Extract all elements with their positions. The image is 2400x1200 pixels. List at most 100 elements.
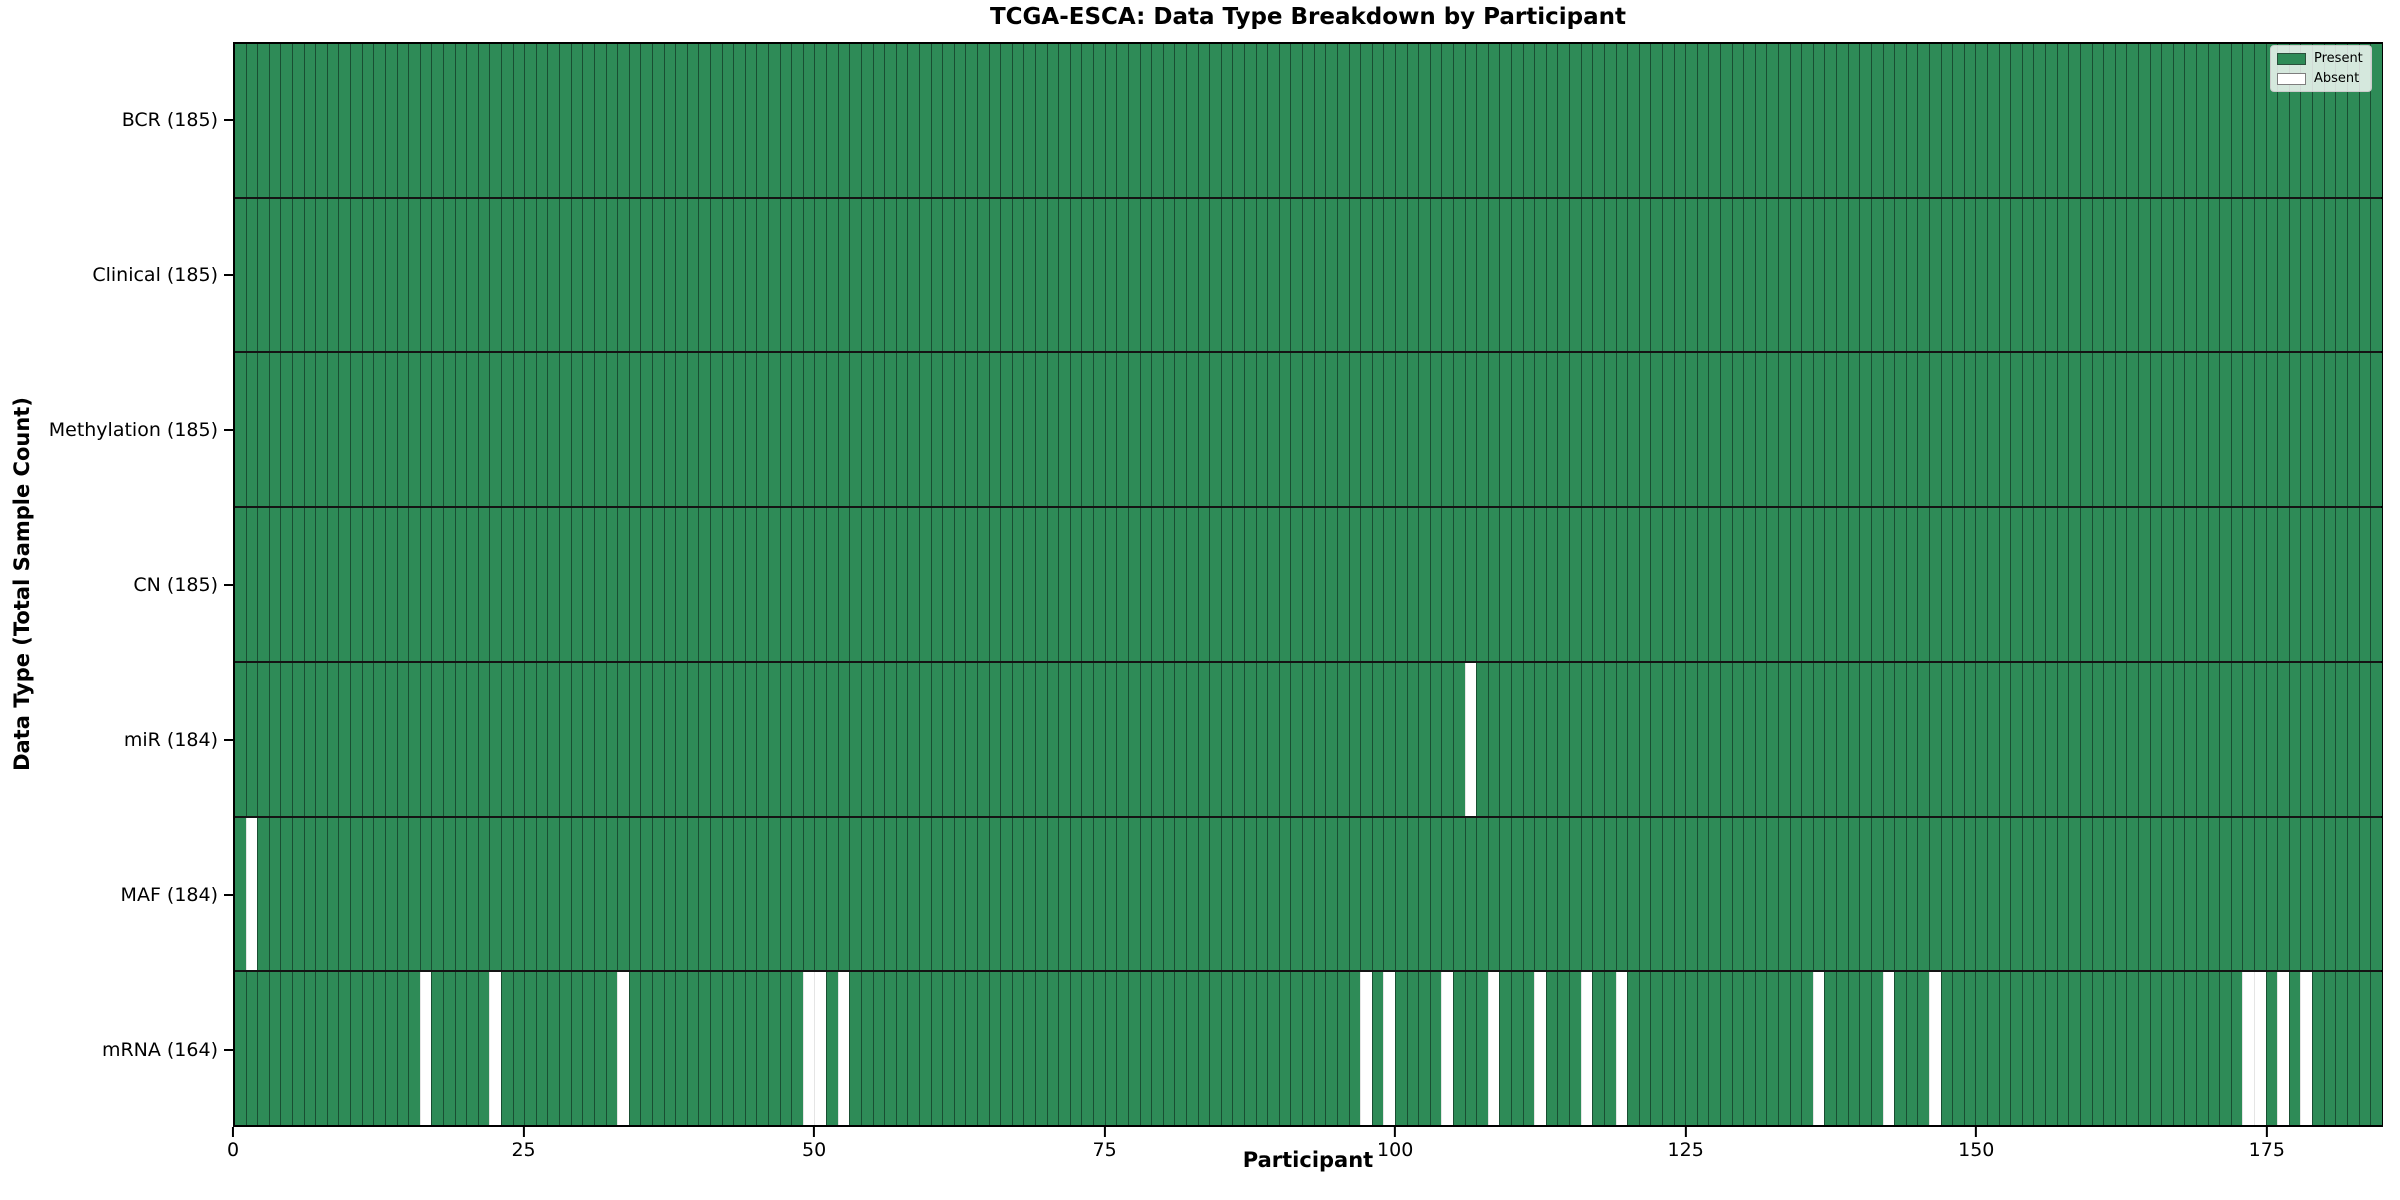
- heatmap-cell: [1209, 353, 1221, 507]
- heatmap-cell: [1313, 662, 1326, 816]
- heatmap-cell: [814, 972, 827, 1126]
- heatmap-cell: [1069, 353, 1082, 507]
- heatmap-cell: [2358, 662, 2371, 816]
- heatmap-cell: [361, 662, 374, 816]
- x-tick-mark: [2265, 1127, 2268, 1137]
- heatmap-cell: [431, 817, 443, 971]
- heatmap-cell: [326, 44, 339, 197]
- heatmap-cell: [1638, 508, 1651, 661]
- heatmap-cell: [1348, 353, 1361, 507]
- heatmap-cell: [2079, 44, 2092, 197]
- heatmap-cell: [1418, 508, 1430, 661]
- heatmap-cell: [826, 817, 838, 971]
- heatmap-cell: [1836, 662, 1848, 816]
- heatmap-cell: [709, 817, 722, 971]
- heatmap-cell: [1789, 198, 1802, 352]
- heatmap-cell: [1720, 198, 1732, 352]
- heatmap-cell: [953, 44, 966, 197]
- heatmap-cell: [315, 662, 327, 816]
- heatmap-cell: [2312, 44, 2324, 197]
- heatmap-cell: [907, 44, 919, 197]
- heatmap-cell: [1464, 198, 1477, 352]
- heatmap-cell: [2172, 353, 2185, 507]
- heatmap-cell: [2091, 972, 2104, 1126]
- heatmap-cell: [535, 508, 548, 661]
- heatmap-cell: [1336, 508, 1349, 661]
- heatmap-cell: [1452, 662, 1465, 816]
- heatmap-cell: [1720, 972, 1732, 1126]
- heatmap-cell: [535, 353, 548, 507]
- heatmap-cell: [1394, 662, 1407, 816]
- heatmap-cell: [442, 662, 455, 816]
- heatmap-cell: [419, 353, 432, 507]
- heatmap-cell: [1580, 662, 1593, 816]
- heatmap-cell: [1696, 198, 1709, 352]
- heatmap-cell: [1325, 817, 1337, 971]
- heatmap-cell: [1766, 817, 1779, 971]
- heatmap-cell: [686, 817, 699, 971]
- heatmap-cell: [1859, 198, 1871, 352]
- heatmap-cell: [535, 198, 548, 352]
- heatmap-cell: [1778, 508, 1790, 661]
- heatmap-cell: [2033, 817, 2046, 971]
- heatmap-cell: [628, 44, 641, 197]
- heatmap-cell: [1824, 44, 1837, 197]
- heatmap-cell: [1603, 198, 1616, 352]
- heatmap-cell: [1685, 508, 1697, 661]
- heatmap-cell: [1696, 817, 1709, 971]
- heatmap-cell: [2370, 44, 2382, 197]
- heatmap-cell: [1093, 508, 1105, 661]
- heatmap-cell: [1789, 508, 1802, 661]
- heatmap-cell: [1313, 44, 1326, 197]
- x-tick-mark: [1394, 1127, 1397, 1137]
- heatmap-cell: [907, 662, 919, 816]
- heatmap-cell: [2126, 353, 2138, 507]
- legend-label: Present: [2314, 51, 2363, 66]
- heatmap-cell: [593, 198, 606, 352]
- heatmap-cell: [768, 662, 780, 816]
- heatmap-cell: [663, 44, 676, 197]
- heatmap-cell: [2056, 508, 2069, 661]
- heatmap-cell: [268, 972, 281, 1126]
- heatmap-cell: [1151, 198, 1163, 352]
- heatmap-cell: [257, 817, 269, 971]
- heatmap-cell: [396, 353, 409, 507]
- heatmap-cell: [512, 972, 525, 1126]
- heatmap-cell: [1754, 972, 1767, 1126]
- heatmap-cell: [350, 198, 362, 352]
- heatmap-cell: [1963, 44, 1976, 197]
- heatmap-cell: [1522, 353, 1535, 507]
- heatmap-cell: [1371, 44, 1384, 197]
- heatmap-cell: [1011, 44, 1024, 197]
- heatmap-cell: [1487, 972, 1500, 1126]
- heatmap-cell: [953, 508, 966, 661]
- heatmap-cell: [2335, 353, 2347, 507]
- heatmap-cell: [454, 817, 467, 971]
- heatmap-cell: [547, 198, 560, 352]
- heatmap-cell: [988, 508, 1001, 661]
- heatmap-cell: [2172, 508, 2185, 661]
- heatmap-cell: [1870, 817, 1883, 971]
- heatmap-cell: [1870, 508, 1883, 661]
- heatmap-cell: [1278, 44, 1291, 197]
- heatmap-cell: [524, 972, 536, 1126]
- heatmap-cell: [1511, 198, 1523, 352]
- heatmap-cell: [640, 353, 652, 507]
- heatmap-cell: [1394, 198, 1407, 352]
- heatmap-cell: [1174, 198, 1186, 352]
- heatmap-cell: [2103, 198, 2115, 352]
- heatmap-cell: [1975, 817, 1988, 971]
- heatmap-cell: [2358, 972, 2371, 1126]
- heatmap-cell: [2068, 198, 2080, 352]
- heatmap-cell: [1882, 817, 1895, 971]
- heatmap-cell: [2126, 662, 2138, 816]
- heatmap-cell: [675, 44, 687, 197]
- y-tick-mark: [224, 1048, 233, 1051]
- heatmap-cell: [1394, 972, 1407, 1126]
- heatmap-cell: [1627, 508, 1639, 661]
- heatmap-cell: [303, 508, 316, 661]
- heatmap-cell: [1000, 198, 1012, 352]
- heatmap-cell: [686, 44, 699, 197]
- heatmap-cell: [1174, 972, 1186, 1126]
- heatmap-cell: [384, 972, 397, 1126]
